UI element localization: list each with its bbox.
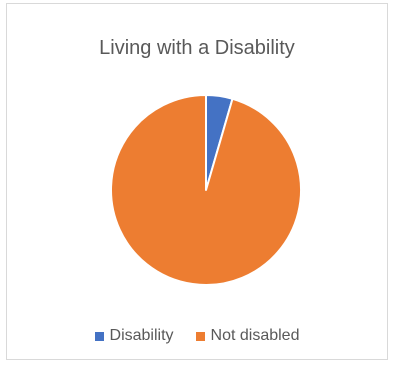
legend-label-not-disabled: Not disabled xyxy=(210,327,300,344)
legend-label-disability: Disability xyxy=(109,327,174,344)
legend-item-disability: Disability xyxy=(94,327,174,345)
legend-swatch-not-disabled xyxy=(195,331,205,341)
legend: Disability Not disabled xyxy=(7,327,387,345)
chart-frame: Living with a Disability Disability Not … xyxy=(6,3,388,360)
legend-item-not-disabled: Not disabled xyxy=(195,327,300,345)
pie-slice-not-disabled xyxy=(110,94,302,286)
pie-chart xyxy=(110,94,302,286)
chart-title: Living with a Disability xyxy=(99,37,295,59)
legend-swatch-disability xyxy=(94,331,104,341)
